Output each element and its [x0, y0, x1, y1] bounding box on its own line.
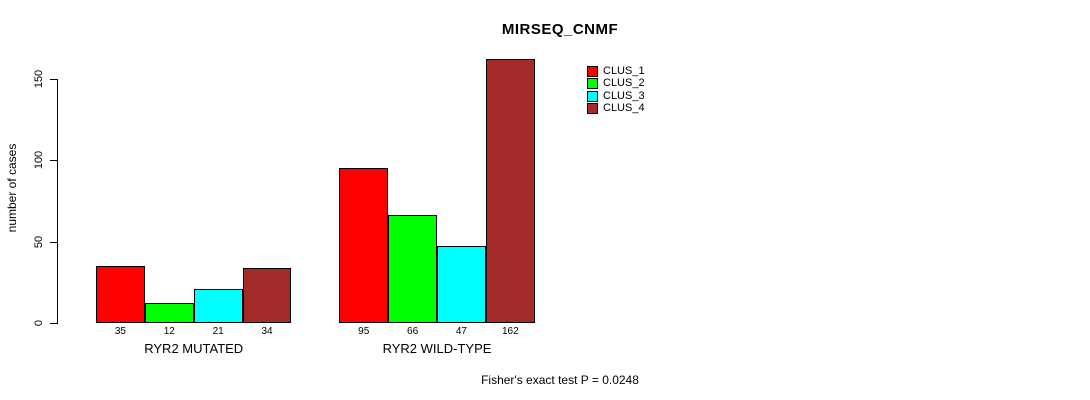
bar-value-label: 34	[261, 326, 273, 337]
bar-clus_3-group2	[437, 246, 486, 323]
y-axis-tick	[50, 323, 57, 324]
legend-label: CLUS_2	[603, 77, 645, 90]
chart-title: MIRSEQ_CNMF	[501, 21, 619, 38]
bar-value-label: 21	[212, 326, 224, 337]
bar-clus_4-group2	[485, 59, 535, 323]
bar-clus_1-group1	[96, 265, 145, 323]
bar-value-label: 66	[407, 326, 419, 337]
annotation-text: Fisher's exact test P = 0.0248	[481, 373, 639, 387]
y-axis-tick	[50, 241, 57, 243]
bar-clus_3-group1	[193, 288, 243, 323]
group-label: RYR2 MUTATED	[144, 341, 244, 356]
legend-swatch-clus_1	[587, 66, 598, 77]
bar-value-label: 95	[358, 326, 370, 337]
y-tick-label: 100	[33, 150, 45, 170]
bar-value-label: 35	[114, 326, 126, 337]
y-tick-label: 150	[33, 69, 45, 88]
bar-value-label: 162	[501, 326, 519, 337]
bar-clus_2-group2	[388, 215, 438, 323]
legend-label: CLUS_4	[603, 102, 645, 115]
y-axis-tick	[50, 78, 57, 80]
group-label: RYR2 WILD-TYPE	[382, 341, 492, 356]
legend-swatch-clus_3	[587, 90, 598, 102]
y-tick-label: 0	[33, 319, 45, 327]
y-axis-label: number of cases	[5, 143, 19, 233]
legend-label: CLUS_3	[603, 89, 645, 102]
bar-clus_4-group1	[242, 267, 292, 323]
y-axis-line	[57, 78, 58, 324]
legend-swatch-clus_4	[587, 103, 598, 115]
bar-value-label: 47	[455, 326, 467, 337]
legend-label: CLUS_1	[603, 65, 645, 77]
bar-clus_1-group2	[339, 168, 389, 323]
y-axis-tick	[50, 160, 57, 162]
bar-value-label: 12	[163, 326, 175, 337]
y-tick-label: 50	[33, 235, 45, 248]
legend-swatch-clus_2	[587, 78, 598, 90]
bar-clus_2-group1	[144, 303, 194, 323]
